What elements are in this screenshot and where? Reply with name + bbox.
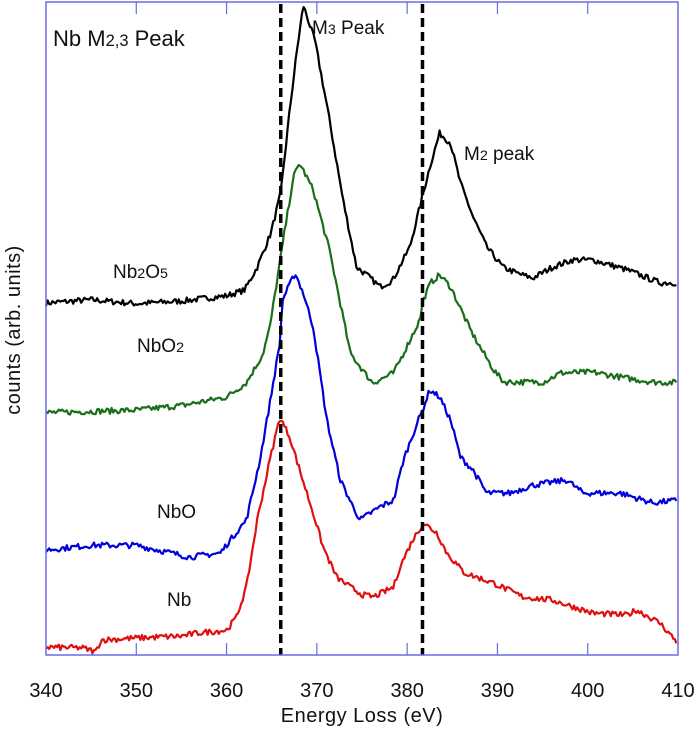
series-label-nbo: NbO (157, 502, 196, 523)
plot-frame (45, 1, 679, 656)
label-text: Nb (167, 590, 191, 611)
series-layer (44, 6, 678, 655)
label-text: Peak (336, 18, 385, 39)
x-tick-label: 410 (661, 680, 694, 702)
series-label-nb: Nb (167, 590, 191, 611)
series-label-nb2o5: Nb2O5 (113, 262, 168, 283)
label-text: Peak (129, 26, 186, 51)
subscript-text: 2,3 (106, 32, 129, 50)
x-tick-label: 390 (481, 680, 514, 702)
x-ticks: 340 350 360 370 380 390 400 410 (29, 2, 695, 702)
subscript-text: 3 (328, 22, 336, 38)
series-line-nbo2 (45, 163, 678, 416)
x-tick-label: 360 (210, 680, 243, 702)
subscript-text: 2 (480, 148, 488, 164)
m3-peak-annotation: M3 Peak (312, 18, 385, 39)
x-tick-label: 370 (300, 680, 333, 702)
subscript-text: 5 (160, 266, 168, 282)
label-text: M (312, 18, 328, 39)
chart-title: Nb M2,3 Peak (53, 26, 186, 51)
label-text: NbO (137, 336, 176, 357)
subscript-text: 2 (176, 340, 184, 356)
m2-peak-annotation: M2 peak (464, 144, 535, 165)
label-text: Nb M (53, 26, 106, 51)
reference-lines (278, 4, 425, 655)
subscript-text: 2 (137, 266, 145, 282)
series-label-nbo2: NbO2 (137, 336, 184, 357)
label-text: O (145, 262, 160, 283)
x-tick-label: 350 (120, 680, 153, 702)
series-line-nbo (45, 274, 678, 561)
label-text: Nb (113, 262, 137, 283)
y-axis-label: counts (arb. units) (3, 245, 25, 415)
x-axis-label: Energy Loss (eV) (281, 705, 444, 727)
label-text: NbO (157, 502, 196, 523)
x-tick-label: 340 (29, 680, 62, 702)
label-text: peak (488, 144, 535, 165)
series-line-nb2o5 (44, 6, 677, 307)
series-line-nb (45, 419, 678, 655)
label-text: M (464, 144, 480, 165)
x-tick-label: 400 (571, 680, 604, 702)
x-tick-label: 380 (390, 680, 423, 702)
